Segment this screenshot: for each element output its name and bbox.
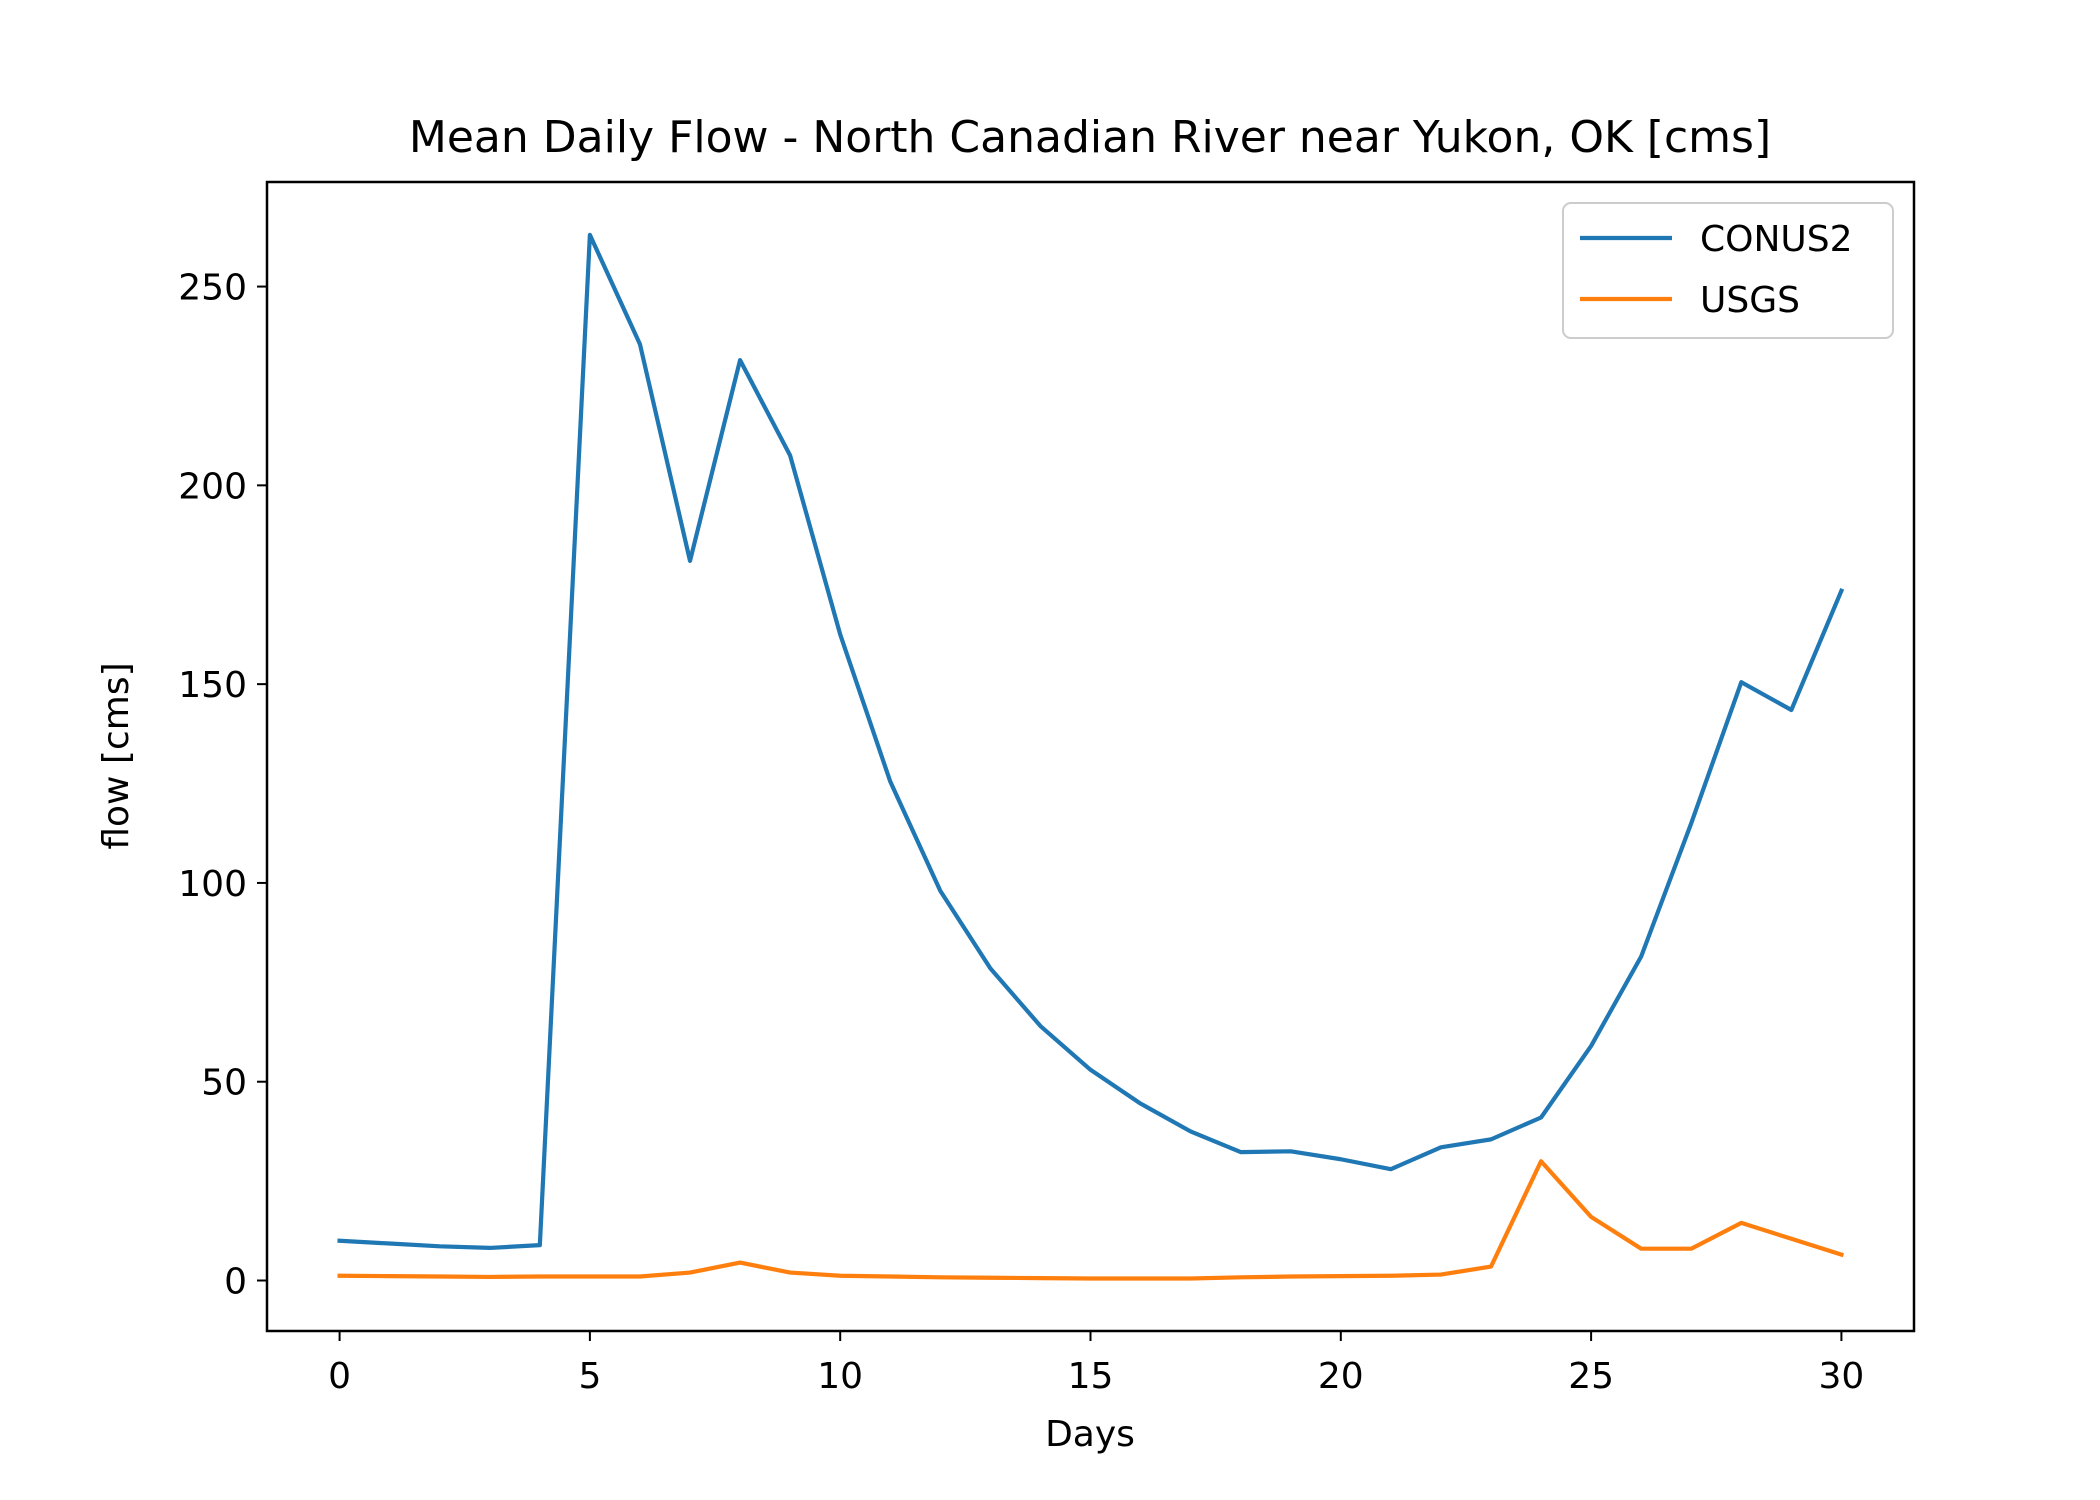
- legend-label-conus2: CONUS2: [1700, 219, 1853, 260]
- legend: CONUS2 USGS: [1562, 202, 1894, 339]
- chart-title: Mean Daily Flow - North Canadian River n…: [409, 112, 1771, 163]
- y-tick-label: 50: [201, 1063, 247, 1104]
- y-axis: 0 50 100 150 200 250: [178, 268, 267, 1303]
- y-tick-label: 100: [178, 864, 247, 905]
- x-tick-label: 10: [817, 1356, 863, 1397]
- x-tick-label: 5: [578, 1356, 601, 1397]
- x-tick-label: 0: [328, 1356, 351, 1397]
- x-tick-label: 30: [1819, 1356, 1865, 1397]
- x-tick-label: 25: [1568, 1356, 1614, 1397]
- legend-label-usgs: USGS: [1700, 280, 1800, 321]
- y-tick-label: 250: [178, 268, 247, 309]
- series-line-usgs: [337, 1159, 1845, 1281]
- y-tick-label: 0: [224, 1262, 247, 1303]
- x-tick-label: 20: [1318, 1356, 1364, 1397]
- series-line-conus2: [337, 232, 1845, 1251]
- y-tick-label: 200: [178, 466, 247, 507]
- x-axis-label: Days: [1045, 1414, 1135, 1455]
- x-tick-label: 15: [1068, 1356, 1114, 1397]
- y-tick-label: 150: [178, 665, 247, 706]
- series-layer: [337, 232, 1845, 1281]
- x-axis: 0 5 10 15 20 25 30: [328, 1331, 1864, 1397]
- y-axis-label: flow [cms]: [96, 662, 137, 849]
